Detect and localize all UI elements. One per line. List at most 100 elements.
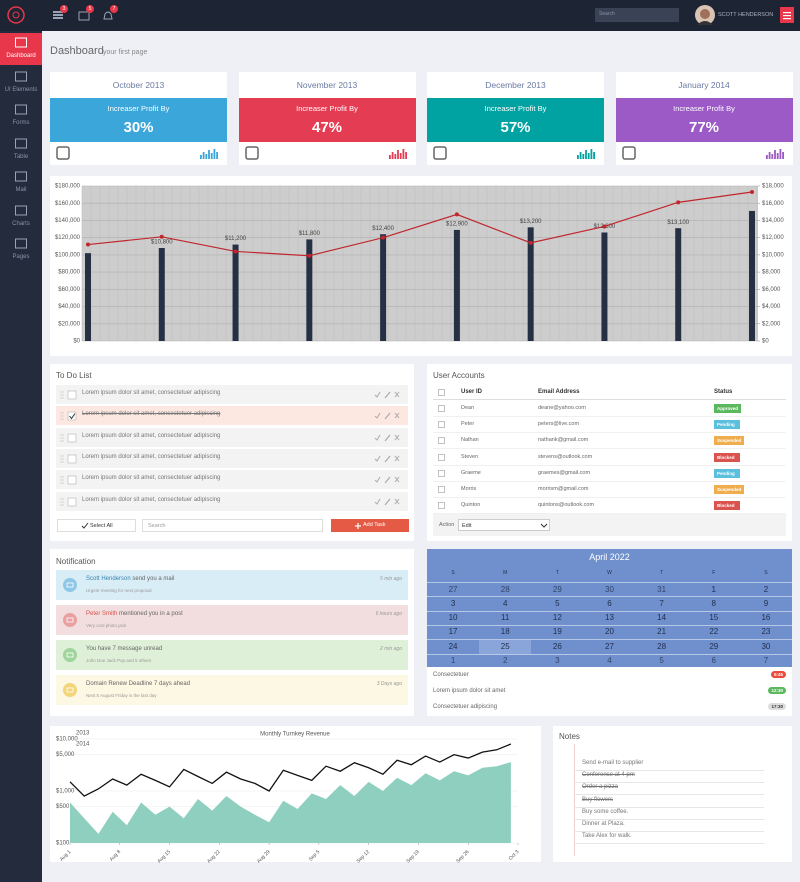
calendar-day[interactable]: 19 (531, 625, 583, 639)
stat-band: Increaser Profit By 30% (50, 98, 227, 142)
bar (749, 210, 755, 341)
menu-button[interactable] (780, 7, 794, 23)
calendar-day[interactable]: 5 (531, 597, 583, 611)
checkbox[interactable] (67, 390, 77, 400)
notes-rule (574, 806, 764, 808)
calendar-day[interactable]: 6 (688, 654, 740, 668)
day-number: 5 (555, 598, 560, 608)
calendar-day[interactable]: 10 (427, 611, 479, 625)
sidebar-item[interactable]: Pages (0, 234, 42, 266)
day-number: 4 (502, 598, 508, 608)
calendar-day[interactable]: 26 (531, 640, 583, 654)
calendar-day[interactable]: 17 (427, 625, 479, 639)
drag-dot (62, 412, 64, 414)
icon-part (244, 146, 259, 160)
sidebar-item[interactable]: Mail (0, 167, 42, 199)
search-input[interactable]: Search (595, 8, 679, 22)
day-number: 6 (607, 598, 612, 608)
todo-search[interactable]: Search (142, 519, 323, 532)
calendar-day[interactable]: 28 (636, 640, 688, 654)
calendar-day[interactable]: 21 (636, 625, 688, 639)
notification-text-line: Peter Smith mentioned you in a post (86, 611, 183, 617)
line-point (750, 190, 754, 195)
calendar-day[interactable]: 7 (636, 597, 688, 611)
icon-part (208, 150, 210, 159)
y2-tick-label: $10,000 (762, 252, 784, 258)
checkbox[interactable] (438, 469, 446, 478)
calendar-day[interactable]: 30 (583, 583, 635, 597)
checkbox[interactable] (67, 475, 77, 485)
calendar-day[interactable]: 8 (688, 597, 740, 611)
calendar-day[interactable]: 2 (479, 654, 531, 668)
calendar-day[interactable]: 5 (636, 654, 688, 668)
sidebar-item[interactable]: UI Elements (0, 67, 42, 99)
action-select[interactable]: Edit (458, 519, 550, 531)
header-icon[interactable] (52, 9, 66, 23)
icon-part (56, 146, 70, 160)
calendar-day[interactable]: 18 (479, 625, 531, 639)
sidebar-item[interactable]: Forms (0, 100, 42, 132)
sidebar-label: UI Elements (4, 86, 38, 93)
checkbox[interactable] (438, 421, 446, 429)
checkbox[interactable] (67, 497, 77, 506)
calendar-day[interactable]: 14 (636, 611, 688, 625)
calendar-day[interactable]: 20 (583, 625, 635, 639)
calendar-day[interactable]: 1 (688, 583, 740, 597)
calendar-day[interactable]: 24 (427, 640, 479, 654)
checkbox[interactable] (438, 502, 446, 510)
calendar-day[interactable]: 4 (583, 654, 635, 668)
calendar-day[interactable]: 27 (583, 640, 635, 654)
calendar-day[interactable]: 12 (531, 611, 583, 625)
calendar-day[interactable]: 7 (740, 654, 792, 668)
checkbox[interactable] (67, 411, 77, 421)
calendar-day[interactable]: 27 (427, 583, 479, 597)
checkbox[interactable] (438, 486, 446, 494)
day-number: 22 (709, 627, 719, 637)
calendar-day[interactable]: 30 (740, 640, 792, 654)
calendar-day[interactable]: 3 (427, 597, 479, 611)
calendar-day[interactable]: 28 (479, 583, 531, 597)
calendar-day[interactable]: 3 (531, 654, 583, 668)
sidebar-icon (15, 71, 27, 81)
calendar-day[interactable]: 11 (479, 611, 531, 625)
calendar-day[interactable]: 2 (740, 583, 792, 597)
calendar-day[interactable]: 31 (636, 583, 688, 597)
calendar-day[interactable]: 25 (479, 639, 532, 654)
notification-item: You have 7 message unread John Doe Jack P… (56, 640, 408, 670)
calendar-day[interactable]: 1 (427, 654, 479, 668)
status-badge: Pending (714, 420, 740, 430)
calendar-day[interactable]: 29 (688, 640, 740, 654)
checkbox[interactable] (438, 437, 446, 445)
drag-dot (60, 436, 62, 439)
logo-dot (12, 11, 20, 19)
calendar-day[interactable]: 15 (688, 611, 740, 625)
weekday: S (764, 570, 768, 576)
calendar-day[interactable]: 6 (583, 597, 635, 611)
header-icon[interactable] (102, 9, 116, 23)
sidebar-label: Charts (12, 220, 30, 227)
calendar-day[interactable]: 29 (531, 583, 583, 597)
day-number: 4 (607, 656, 612, 665)
checkbox[interactable] (67, 454, 77, 464)
calendar-day[interactable]: 9 (740, 597, 792, 611)
calendar-day[interactable]: 16 (740, 611, 792, 625)
stat-card: November 2013 Increaser Profit By 47% (238, 72, 416, 165)
calendar-day[interactable]: 22 (688, 625, 740, 639)
user-id: Peter (461, 421, 475, 428)
sidebar-item[interactable]: Dashboard (0, 33, 42, 65)
day-number: 27 (605, 641, 614, 651)
header-icon[interactable] (78, 9, 92, 23)
checkbox[interactable] (67, 433, 77, 442)
sidebar-item[interactable]: Table (0, 134, 42, 166)
calendar-day[interactable]: 23 (740, 625, 792, 639)
add-task-button[interactable]: Add Task (331, 519, 409, 532)
calendar-day[interactable]: 4 (479, 597, 531, 611)
notification-icon (63, 683, 77, 697)
select-all-button[interactable]: Select All (57, 519, 136, 532)
checkbox[interactable] (438, 453, 446, 462)
checkbox[interactable] (438, 405, 446, 413)
bar (453, 229, 460, 341)
sidebar-item[interactable]: Charts (0, 201, 42, 233)
calendar-day[interactable]: 13 (583, 611, 635, 625)
bar-chart: $0 $20,000 $40,000 $60,000 $80,000 $100,000 $1… (55, 184, 784, 345)
